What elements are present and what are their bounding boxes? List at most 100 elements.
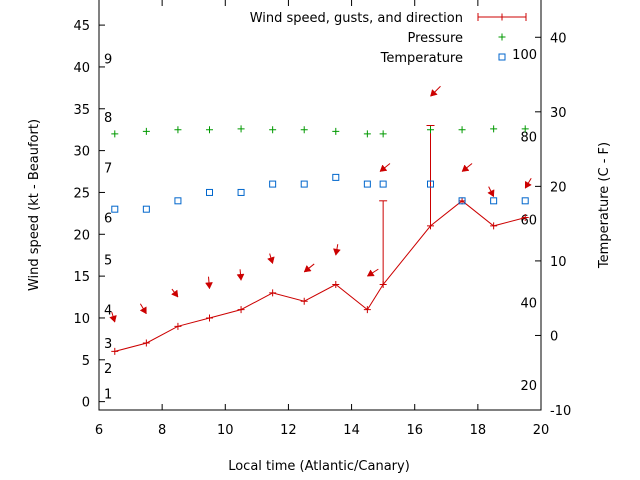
wind-speed-point (490, 222, 498, 230)
legend: Wind speed, gusts, and direction Pressure… (250, 11, 527, 66)
arrow-head (524, 180, 532, 189)
legend-label-wind: Wind speed, gusts, and direction (250, 11, 463, 26)
pressure-point (490, 125, 498, 133)
y-tick-label: 15 (73, 270, 90, 285)
wind-speed-point (521, 214, 529, 222)
pressure-point (427, 126, 434, 134)
arrow-head (139, 306, 147, 315)
arrow-head (430, 89, 438, 97)
wind-direction-arrow (366, 268, 379, 277)
wind-direction-arrow (379, 163, 391, 172)
wind-speed-point (142, 339, 150, 347)
beaufort-label: 1 (104, 387, 112, 402)
pressure-point (332, 127, 340, 135)
wind-direction-arrow (430, 85, 441, 97)
pressure-point (269, 126, 277, 134)
plot-border (98, 0, 542, 411)
beaufort-label: 3 (104, 337, 112, 352)
temperature-point (111, 205, 119, 213)
pressure-point (206, 126, 213, 134)
y-tick-label: 10 (73, 312, 90, 327)
wind-direction-arrow (461, 163, 473, 172)
arrow-head (267, 256, 275, 265)
arrow-head (366, 269, 375, 277)
arrow-head (109, 315, 117, 323)
arrow-head (487, 189, 495, 198)
wind-direction-arrow (333, 244, 341, 256)
temperature-point (521, 197, 529, 205)
y2-tick-label: 20 (550, 180, 567, 195)
y-tick-label: 25 (73, 186, 90, 201)
pressure-point (174, 126, 182, 134)
y2-tick-label: 0 (550, 329, 558, 344)
wind-direction-arrow (171, 288, 179, 298)
y2-tick-label: 40 (550, 31, 567, 46)
temperature-point (206, 188, 213, 196)
wind-direction-arrow (487, 186, 495, 198)
temperature-point (142, 205, 150, 213)
fahrenheit-label: 80 (520, 131, 537, 146)
wind-speed-point (363, 306, 371, 314)
temperature-point (490, 197, 498, 205)
wind-direction-arrow (267, 253, 275, 265)
arrow-head (236, 273, 245, 281)
arrow-head (333, 248, 341, 256)
wind-direction-arrow (303, 263, 315, 273)
legend-swatch-wind-marker (498, 13, 506, 21)
y-tick-label: 40 (73, 61, 90, 76)
y-tick-label: 30 (73, 145, 90, 160)
temperature-point (363, 180, 371, 188)
temperature-point (269, 180, 277, 188)
x-tick-label: 6 (95, 423, 103, 438)
legend-label-temperature: Temperature (380, 51, 463, 66)
y2-tick-label: 10 (550, 255, 567, 270)
legend-swatch-pressure (498, 33, 506, 41)
arrow-head (379, 164, 388, 172)
y-tick-label: 5 (82, 354, 90, 369)
y2-tick-label: -10 (550, 404, 571, 419)
y-tick-label: 45 (73, 19, 90, 34)
pressure-point (142, 127, 150, 135)
fahrenheit-label: 60 (520, 213, 537, 228)
x-tick-label: 10 (217, 423, 234, 438)
wind-direction-arrow (139, 303, 147, 315)
wind-speed-point (206, 314, 213, 322)
temperature-point (427, 180, 434, 188)
wind-speed-point (458, 197, 466, 205)
wind-direction-arrow (524, 178, 532, 189)
temperature-point (379, 180, 387, 188)
y2-tick-label: 30 (550, 106, 567, 121)
beaufort-label: 4 (104, 304, 112, 319)
y-axis-label: Wind speed (kt - Beaufort) (27, 119, 42, 291)
plot-frame (98, 0, 542, 411)
temperature-point (458, 197, 466, 205)
legend-swatch-temperature (498, 53, 506, 61)
x-tick-label: 18 (470, 423, 487, 438)
x-tick-label: 12 (280, 423, 297, 438)
legend-label-pressure: Pressure (407, 31, 463, 46)
wind-speed-point (332, 280, 340, 288)
pressure-point (521, 125, 529, 133)
beaufort-label: 7 (104, 161, 112, 176)
beaufort-label: 6 (104, 212, 112, 227)
temperature-point (332, 173, 340, 181)
arrow-head (461, 164, 470, 172)
x-tick-label: 16 (406, 423, 423, 438)
wind-speed-point (111, 347, 119, 355)
fahrenheit-label: 100 (512, 48, 537, 63)
fahrenheit-scale: 20 40 60 80 100 (512, 48, 537, 394)
wind-direction-arrow (205, 276, 213, 290)
arrow-head (303, 264, 312, 273)
wind-direction-arrow (109, 311, 117, 323)
wind-speed-line (114, 200, 526, 352)
arrow-head (171, 289, 179, 298)
temperature-point (237, 188, 245, 196)
temperature-point (300, 180, 308, 188)
x-tick-label: 8 (158, 423, 166, 438)
series (109, 85, 532, 355)
pressure-point (237, 125, 245, 133)
y-tick-label: 35 (73, 103, 90, 118)
axis-ticks: 6 8 10 12 14 16 18 20051015202530354045-1001020… (73, 0, 571, 438)
arrow-head (205, 282, 213, 290)
